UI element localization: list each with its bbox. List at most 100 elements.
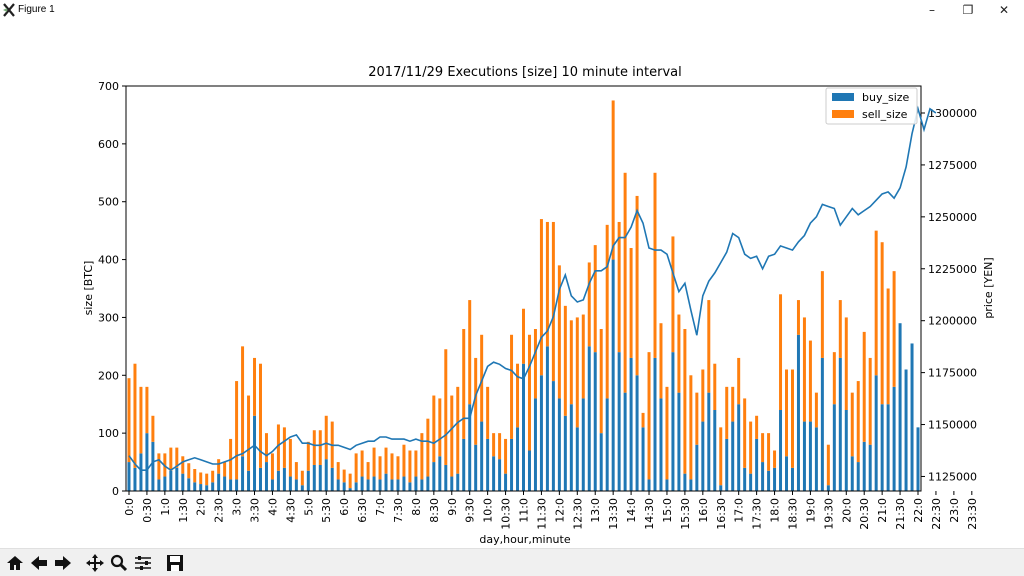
bar-buy-size [605,398,609,491]
close-button[interactable]: ✕ [998,3,1010,17]
bar-sell-size [545,221,549,347]
bar-sell-size [450,395,454,477]
bar-buy-size [444,464,448,491]
home-button[interactable] [4,553,26,573]
x-tick-label: 7:0 [374,498,387,516]
x-tick-label: 13:30 [607,498,620,530]
bar-sell-size [767,433,771,471]
bar-sell-size [169,447,173,471]
bar-sell-size [193,469,197,483]
subplots-icon [135,556,151,570]
bar-sell-size [318,430,322,465]
bar-sell-size [181,456,185,474]
bar-buy-size [175,467,179,491]
bar-buy-size [749,473,753,491]
x-tick-label: 14:0 [625,498,638,523]
bar-sell-size [390,453,394,480]
bar-sell-size [605,224,609,399]
bar-buy-size [527,450,531,491]
save-button[interactable] [164,553,186,573]
legend-swatch-sell [832,110,854,118]
bar-sell-size [187,463,191,479]
window-title: Figure 1 [18,4,55,15]
bar-buy-size [462,438,466,491]
bar-sell-size [826,444,830,486]
bar-buy-size [330,467,334,491]
bar-buy-size [689,479,693,491]
bar-buy-size [892,386,896,491]
bar-sell-size [157,453,161,480]
bar-buy-size [856,462,860,491]
x-tick-label: 9:0 [446,498,459,516]
legend-label-sell: sell_size [862,108,908,121]
y2-axis-label: price [YEN] [982,257,995,318]
bar-buy-size [695,444,699,491]
forward-button[interactable] [52,553,74,573]
bar-sell-size [372,447,376,477]
back-button[interactable] [28,553,50,573]
bar-buy-size [665,479,669,491]
bar-sell-size [856,381,860,463]
bar-sell-size [420,433,424,480]
bar-sell-size [127,378,131,463]
bar-sell-size [486,386,490,439]
y2-tick-label: 1300000 [928,107,977,120]
bar-sell-size [832,352,836,405]
bar-buy-size [426,476,430,491]
bar-sell-size [462,329,466,439]
bar-sell-size [707,300,711,393]
bar-sell-size [802,317,806,422]
bar-buy-size [910,343,914,491]
bar-sell-size [647,352,651,480]
minimize-button[interactable]: – [929,3,935,17]
bar-buy-size [169,470,173,491]
bar-sell-size [306,441,310,471]
zoom-button[interactable] [108,553,130,573]
bar-sell-size [414,450,418,477]
bar-sell-size [258,363,262,468]
bar-buy-size [539,375,543,491]
bar-buy-size [533,398,537,491]
bar-sell-size [432,395,436,463]
bar-buy-size [659,398,663,491]
x-tick-label: 9:30 [464,498,477,523]
y-tick-label: 200 [98,369,119,382]
x-tick-label: 13:0 [589,498,602,523]
bar-buy-size [743,467,747,491]
bar-buy-size [719,485,723,491]
bar-sell-size [581,314,585,399]
configure-subplots-button[interactable] [132,553,154,573]
bar-sell-size [175,447,179,468]
bar-buy-size [510,438,514,491]
bar-sell-size [671,236,675,353]
bar-buy-size [324,459,328,491]
x-tick-label: 10:30 [500,498,513,530]
bar-sell-size [444,349,448,465]
bar-buy-size [862,441,866,491]
x-axis-label: day,hour,minute [479,533,570,546]
bar-buy-size [779,410,783,491]
maximize-button[interactable]: ❐ [962,3,974,17]
bar-sell-size [366,462,370,480]
bar-buy-size [264,462,268,491]
bar-buy-size [384,473,388,491]
bar-buy-size [790,467,794,491]
bar-sell-size [719,427,723,486]
bar-buy-size [420,479,424,491]
x-tick-label: 23:30 [966,498,979,530]
bar-sell-size [516,363,520,428]
bar-buy-size [396,479,400,491]
pan-button[interactable] [84,553,106,573]
bar-buy-size [133,467,137,491]
bar-sell-size [468,300,472,405]
title-bar: Figure 1 – ❐ ✕ [0,0,1024,20]
bar-sell-size [773,450,777,468]
bar-sell-size [575,317,579,428]
x-tick-label: 22:30 [930,498,943,530]
bar-buy-size [796,334,800,491]
bar-sell-size [563,305,567,416]
bar-sell-size [408,450,412,483]
bar-sell-size [593,245,597,353]
bar-sell-size [844,317,848,410]
bar-buy-size [838,357,842,491]
